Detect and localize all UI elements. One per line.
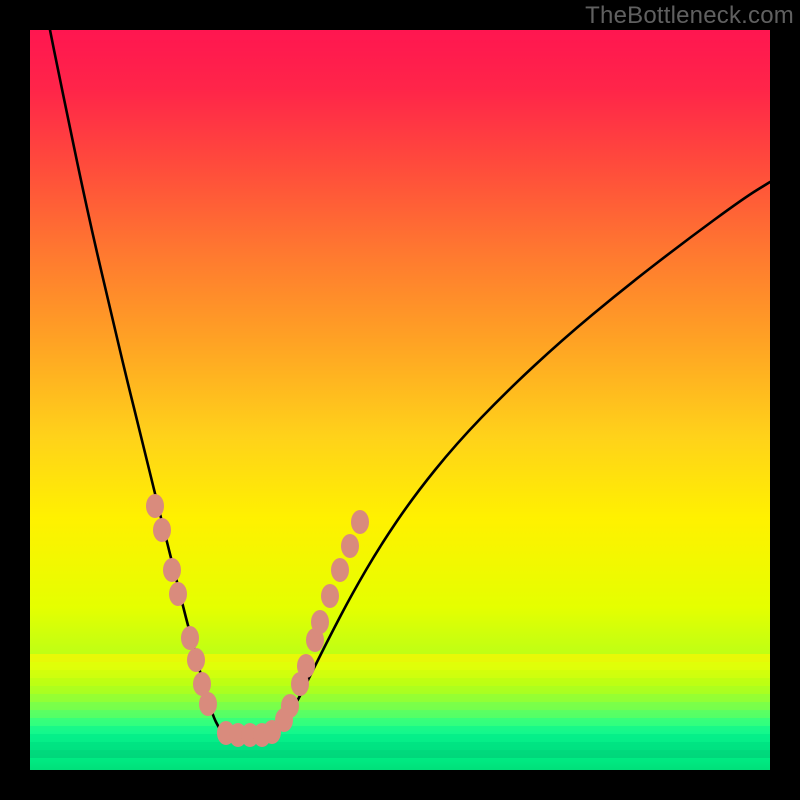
marker-left <box>146 494 164 518</box>
marker-left <box>169 582 187 606</box>
marker-right <box>281 694 299 718</box>
marker-left <box>153 518 171 542</box>
frame-left <box>0 0 30 800</box>
marker-left <box>199 692 217 716</box>
frame-right <box>770 0 800 800</box>
marker-left <box>163 558 181 582</box>
marker-left <box>187 648 205 672</box>
frame-top <box>0 0 800 30</box>
marker-right <box>341 534 359 558</box>
marker-right <box>297 654 315 678</box>
marker-left <box>181 626 199 650</box>
marker-right <box>321 584 339 608</box>
chart-stage: TheBottleneck.com <box>0 0 800 800</box>
chart-svg <box>0 0 800 800</box>
marker-right <box>311 610 329 634</box>
marker-right <box>331 558 349 582</box>
marker-right <box>351 510 369 534</box>
frame-bottom <box>0 770 800 800</box>
bottom-bands <box>30 654 770 758</box>
